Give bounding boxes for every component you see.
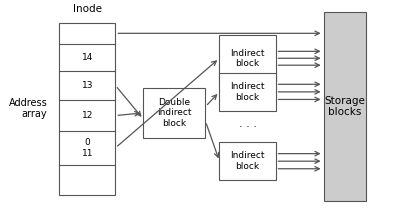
FancyBboxPatch shape: [219, 142, 275, 180]
FancyBboxPatch shape: [219, 73, 275, 111]
FancyBboxPatch shape: [323, 12, 366, 201]
Text: Double
indirect
block: Double indirect block: [157, 98, 192, 128]
Text: 12: 12: [82, 111, 93, 120]
FancyBboxPatch shape: [59, 23, 115, 195]
Text: Indirect
block: Indirect block: [230, 49, 265, 68]
FancyBboxPatch shape: [219, 35, 275, 81]
Text: 13: 13: [82, 81, 93, 90]
Text: Indirect
block: Indirect block: [230, 82, 265, 102]
Text: · · ·: · · ·: [239, 122, 256, 132]
Text: Inode: Inode: [73, 4, 102, 14]
Text: 0
11: 0 11: [82, 138, 93, 158]
Text: 14: 14: [82, 53, 93, 62]
Text: Indirect
block: Indirect block: [230, 151, 265, 171]
Text: Address
array: Address array: [9, 98, 47, 119]
FancyBboxPatch shape: [143, 88, 205, 138]
Text: Storage
blocks: Storage blocks: [324, 96, 365, 117]
